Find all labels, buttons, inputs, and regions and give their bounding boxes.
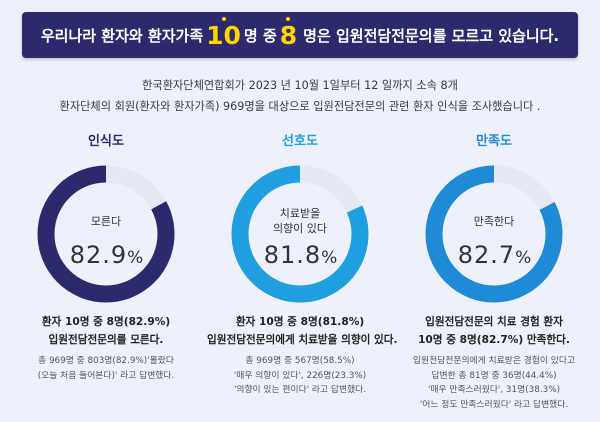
summary-headline: 환자 10명 중 8명(82.9%) 입원전담전문의를 모른다.	[13, 313, 199, 349]
summary-detail-line: '어느 정도 만족스러웠다' 라고 답변했다.	[419, 399, 569, 410]
summary-detail-line: '매우 의향이 있다', 226명(23.3%)	[233, 370, 367, 381]
summary-detail: 총 969명 중 567명(58.5%) '매우 의향이 있다', 226명(23…	[207, 354, 393, 398]
banner-number-eight: 8	[279, 16, 298, 50]
banner-number-ten: 10	[206, 16, 241, 50]
satisfaction-panel: 만족도 만족한다 82.7% 입원전담전문의 치료 경험 환자 10명 중 8명(8…	[401, 130, 587, 412]
summary-detail-line: 입원전담전문의에게 치료받은 경험이 있다고	[412, 356, 576, 366]
summary-detail-line: 답변한 총 81명 중 36명(44.4%)	[431, 370, 557, 381]
donut-label-text: 의향이 있다	[273, 222, 327, 235]
satisfaction-title: 만족도	[476, 134, 512, 149]
donut-value-text: 81.8%	[264, 241, 339, 269]
satisfaction-description: 입원전담전문의 치료 경험 환자 10명 중 8명(82.7%) 만족한다. 입원전…	[401, 313, 587, 412]
donut-value-slice	[425, 165, 563, 303]
survey-intro: 한국환자단체연합회가 2023 년 10월 1일부터 12 일까지 소속 8개 …	[0, 75, 600, 117]
banner-lead-text: 우리나라 환자와 환자가족	[40, 26, 204, 45]
preference-description: 환자 10명 중 8명(81.8%) 입원전담전문의에게 치료받을 의향이 있다.…	[207, 313, 398, 398]
banner-tail-text: 명은 입원전담전문의를 모르고 있습니다.	[303, 26, 560, 45]
donut-value-slice	[37, 165, 175, 303]
summary-headline: 입원전담전문의 치료 경험 환자 10명 중 8명(82.7%) 만족한다.	[401, 313, 587, 349]
intro-line-2: 환자단체의 회원(환자와 환자가족) 969명을 대상으로 입원전담전문의 관련…	[59, 100, 541, 113]
summary-headline-line: 입원전담전문의를 모른다.	[48, 334, 164, 346]
donut-value-text: 82.7%	[458, 241, 533, 269]
donut-value-text: 82.9%	[70, 241, 145, 269]
intro-line-1: 한국환자단체연합회가 2023 년 10월 1일부터 12 일까지 소속 8개	[142, 79, 458, 92]
summary-headline-line: 환자 10명 중 8명(81.8%)	[235, 316, 365, 328]
summary-headline-line: 10명 중 8명(82.7%) 만족한다.	[418, 334, 570, 346]
summary-detail-line: '의향이 있는 편이다' 라고 답변했다.	[233, 385, 367, 395]
awareness-panel: 인식도 모른다 82.9% 환자 10명 중 8명(82.9%) 입원전담전문의를 …	[13, 130, 199, 383]
donut-label-text: 치료받을	[280, 207, 320, 220]
awareness-title: 인식도	[88, 134, 124, 149]
banner-mid-text: 명 중	[243, 26, 277, 45]
summary-detail: 총 969명 중 803명(82.9%)'몰랐다 (오늘 처음 들어본다)' 라고…	[13, 354, 199, 383]
donut-value-slice	[231, 165, 369, 303]
summary-headline-line: 환자 10명 중 8명(82.9%)	[41, 316, 171, 328]
summary-detail-line: (오늘 처음 들어본다)' 라고 답변했다.	[37, 370, 175, 381]
summary-headline-line: 입원전담전문의 치료 경험 환자	[425, 316, 563, 328]
donut-label-text: 모른다	[91, 215, 121, 228]
satisfaction-donut-chart: 만족한다 82.7%	[425, 165, 563, 303]
summary-detail-line: 총 969명 중 567명(58.5%)	[245, 356, 355, 366]
summary-detail-line: 총 969명 중 803명(82.9%)'몰랐다	[38, 356, 174, 366]
donut-label-text: 만족한다	[474, 215, 514, 228]
summary-headline: 환자 10명 중 8명(81.8%) 입원전담전문의에게 치료받을 의향이 있다.	[207, 313, 398, 349]
preference-title: 선호도	[282, 134, 318, 149]
summary-detail-line: '매우 만족스러웠다', 31명(38.3%)	[427, 385, 561, 395]
headline-banner: 우리나라 환자와 환자가족 10 명 중 8 명은 입원전담전문의를 모르고 있…	[22, 12, 578, 58]
awareness-donut-chart: 모른다 82.9%	[37, 165, 175, 303]
summary-headline-line: 입원전담전문의에게 치료받을 의향이 있다.	[207, 334, 398, 346]
awareness-description: 환자 10명 중 8명(82.9%) 입원전담전문의를 모른다. 총 969명 중 …	[13, 313, 199, 383]
